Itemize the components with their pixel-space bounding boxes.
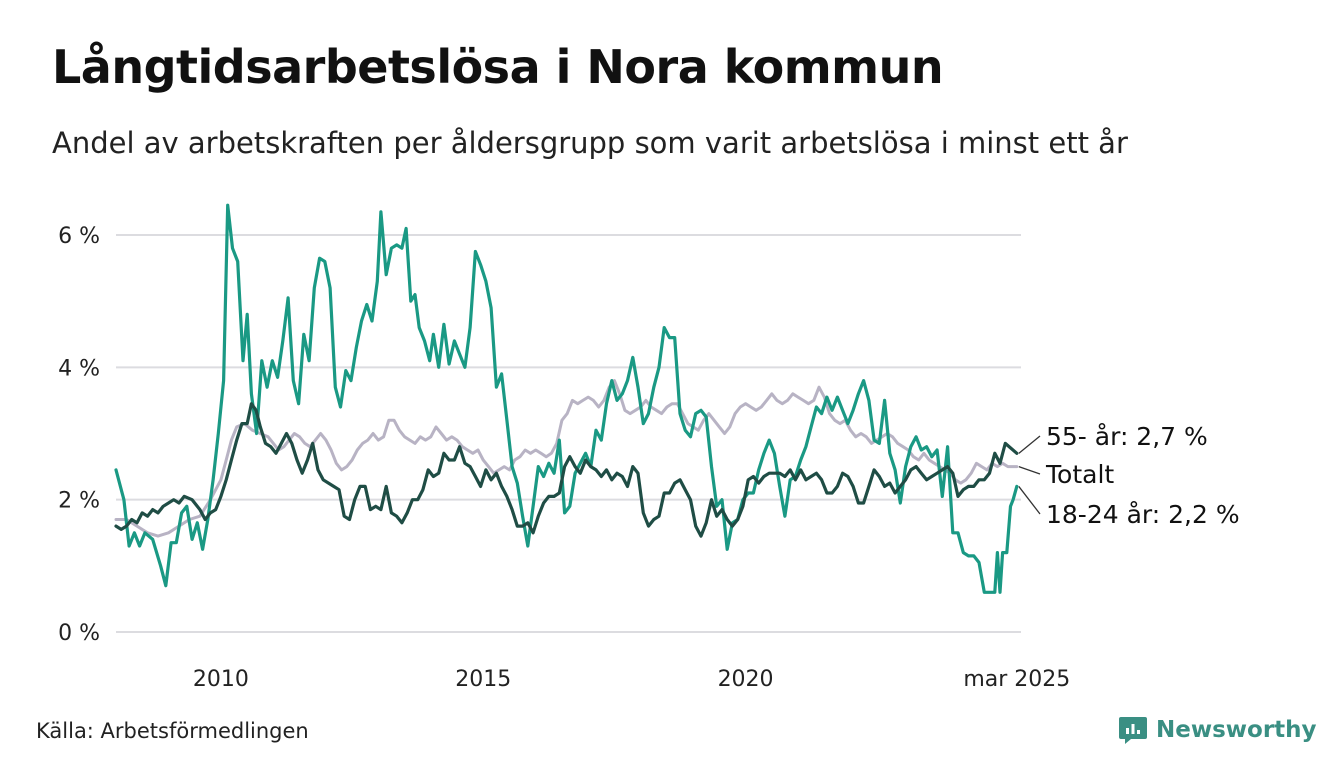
x-tick-label: 2010 (193, 667, 249, 692)
end-label: Totalt (1045, 460, 1114, 489)
x-axis-ticks: 2010 2015 2020 mar 2025 (193, 667, 1070, 692)
series-lines (114, 203, 1019, 594)
newsworthy-logo-icon (1119, 717, 1147, 744)
grid-lines (116, 234, 1021, 633)
series-line-18-24-r (114, 203, 1019, 594)
x-tick-label: mar 2025 (963, 667, 1070, 692)
y-tick-label: 2 % (58, 489, 100, 514)
label-connector (1018, 465, 1041, 475)
y-tick-label: 0 % (58, 621, 100, 646)
end-labels: 55- år: 2,7 % Totalt 18-24 år: 2,2 % (1018, 422, 1240, 529)
chart-subtitle: Andel av arbetskraften per åldersgrupp s… (52, 126, 1128, 160)
end-label: 55- år: 2,7 % (1046, 422, 1208, 451)
y-axis-ticks: 0 % 2 % 4 % 6 % (58, 224, 100, 646)
x-tick-label: 2020 (718, 667, 774, 692)
end-label: 18-24 år: 2,2 % (1046, 500, 1240, 529)
y-tick-label: 6 % (58, 224, 100, 249)
source-note: Källa: Arbetsförmedlingen (36, 719, 309, 743)
brand-name: Newsworthy (1156, 717, 1317, 743)
y-tick-label: 4 % (58, 356, 100, 381)
brand[interactable]: Newsworthy (1118, 714, 1317, 746)
label-connector (1018, 435, 1041, 454)
series-line-55-r (114, 402, 1019, 538)
label-connector (1018, 486, 1041, 515)
chart-title: Långtidsarbetslösa i Nora kommun (52, 40, 944, 94)
x-tick-label: 2015 (455, 667, 511, 692)
